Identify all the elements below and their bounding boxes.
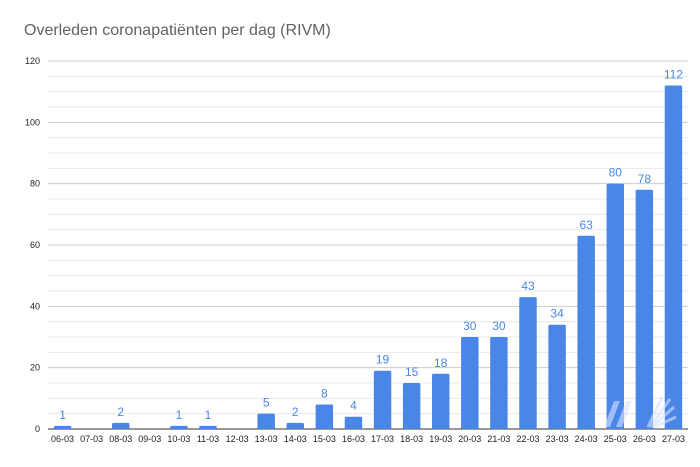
x-tick-label: 18-03 xyxy=(400,434,423,444)
x-tick-label: 16-03 xyxy=(342,434,365,444)
x-tick-label: 22-03 xyxy=(516,434,539,444)
x-axis-ticks: 06-03 07-03 08-03 09-03 10-03 11-03 12-03 13-03… xyxy=(51,434,685,444)
x-tick-label: 09-03 xyxy=(138,434,161,444)
data-label-21-03: 30 xyxy=(492,319,506,333)
bar-06-03 xyxy=(53,425,72,429)
x-tick-label: 24-03 xyxy=(575,434,598,444)
bar-25-03 xyxy=(606,183,624,429)
data-label-26-03: 78 xyxy=(638,172,652,186)
data-label-13-03: 5 xyxy=(263,396,270,410)
bar-27-03 xyxy=(664,85,683,430)
x-tick-label: 17-03 xyxy=(371,434,394,444)
bar-18-03 xyxy=(402,383,421,429)
x-tick-label: 19-03 xyxy=(429,434,452,444)
x-tick-label: 13-03 xyxy=(255,434,278,444)
y-tick-label: 40 xyxy=(30,301,40,311)
data-label-23-03: 34 xyxy=(550,307,564,321)
x-tick-label: 07-03 xyxy=(80,434,103,444)
data-label-14-03: 2 xyxy=(292,405,299,419)
bar-21-03 xyxy=(490,337,508,429)
y-tick-label: 0 xyxy=(35,424,40,434)
bar-08-03 xyxy=(112,422,130,429)
x-tick-label: 14-03 xyxy=(284,434,307,444)
bar-17-03 xyxy=(373,370,392,429)
data-label-22-03: 43 xyxy=(521,279,535,293)
x-tick-label: 21-03 xyxy=(487,434,510,444)
x-tick-label: 08-03 xyxy=(109,434,132,444)
x-tick-label: 10-03 xyxy=(167,434,190,444)
data-label-16-03: 4 xyxy=(350,399,357,413)
y-tick-label: 120 xyxy=(25,56,40,66)
x-tick-label: 20-03 xyxy=(458,434,481,444)
data-label-08-03: 2 xyxy=(117,405,124,419)
bar-16-03 xyxy=(344,416,363,429)
y-tick-label: 80 xyxy=(30,179,40,189)
bar-14-03 xyxy=(286,422,304,429)
bar-19-03 xyxy=(432,373,450,429)
bars xyxy=(53,85,683,430)
data-label-18-03: 15 xyxy=(405,365,419,379)
data-label-10-03: 1 xyxy=(176,408,183,422)
x-tick-label: 11-03 xyxy=(197,434,219,444)
bar-22-03 xyxy=(519,297,537,429)
bar-15-03 xyxy=(315,404,334,429)
watermark-logo-icon xyxy=(604,396,677,429)
bar-11-03 xyxy=(199,425,217,429)
y-tick-label: 20 xyxy=(30,363,40,373)
bar-13-03 xyxy=(257,413,275,429)
data-label-11-03: 1 xyxy=(205,408,212,422)
data-label-17-03: 19 xyxy=(376,353,390,367)
y-axis-ticks: 0 20 40 60 80 100 120 xyxy=(25,56,40,434)
data-label-24-03: 63 xyxy=(580,218,594,232)
y-tick-label: 100 xyxy=(25,117,40,127)
data-label-06-03: 1 xyxy=(59,408,66,422)
bar-26-03 xyxy=(635,189,654,429)
data-label-15-03: 8 xyxy=(321,386,328,400)
data-label-20-03: 30 xyxy=(463,319,477,333)
data-label-19-03: 18 xyxy=(434,356,448,370)
x-tick-label: 06-03 xyxy=(51,434,74,444)
x-tick-label: 27-03 xyxy=(662,434,685,444)
x-tick-label: 23-03 xyxy=(546,434,569,444)
data-label-27-03: 112 xyxy=(664,68,683,82)
x-tick-label: 15-03 xyxy=(313,434,336,444)
x-tick-label: 26-03 xyxy=(633,434,656,444)
bar-20-03 xyxy=(461,337,479,429)
x-tick-label: 25-03 xyxy=(604,434,627,444)
bar-23-03 xyxy=(548,324,566,429)
chart-title: Overleden coronapatiënten per dag (RIVM) xyxy=(24,22,331,39)
bar-10-03 xyxy=(170,425,188,429)
bar-24-03 xyxy=(577,235,595,429)
y-tick-label: 60 xyxy=(30,240,40,250)
x-tick-label: 12-03 xyxy=(226,434,249,444)
data-label-25-03: 80 xyxy=(609,166,623,180)
